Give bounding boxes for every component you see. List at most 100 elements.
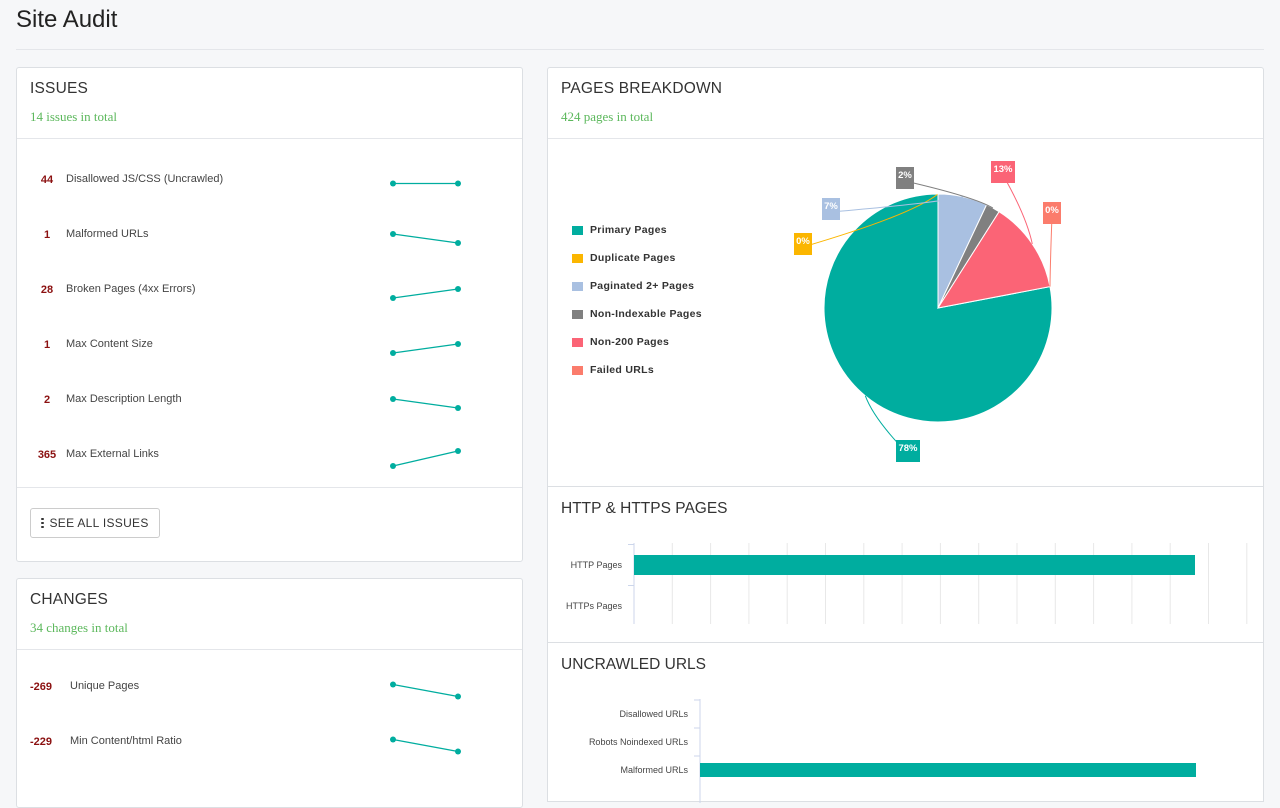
legend-item[interactable]: Duplicate Pages	[572, 244, 702, 272]
sparkline-point	[455, 240, 461, 246]
issue-row[interactable]: 365 Max External Links	[17, 435, 522, 475]
issues-total: 14 issues in total	[30, 109, 118, 124]
change-row[interactable]: -269 Unique Pages	[17, 667, 522, 707]
kebab-icon	[41, 517, 44, 529]
sparkline-point	[455, 748, 461, 755]
sparkline-line	[392, 683, 459, 698]
change-count: -269	[30, 681, 53, 693]
issue-label: Malformed URLs	[66, 228, 149, 240]
pie-leader-line	[1049, 215, 1053, 287]
legend-item[interactable]: Failed URLs	[572, 356, 702, 384]
change-sparkline	[390, 681, 461, 700]
issue-sparkline	[390, 448, 461, 469]
change-sparkline	[390, 736, 461, 755]
pie-value-label: 0%	[1045, 205, 1059, 216]
pie-leader-line	[802, 193, 939, 248]
breakdown-header: PAGES BREAKDOWN 424 pages in total	[548, 68, 1263, 139]
http-title: HTTP & HTTPS PAGES	[561, 500, 728, 517]
sparkline-point	[455, 286, 461, 292]
see-all-issues-button[interactable]: SEE ALL ISSUES	[30, 508, 160, 538]
sparkline-point	[390, 463, 396, 469]
issue-row[interactable]: 28 Broken Pages (4xx Errors)	[17, 270, 522, 310]
issues-panel: ISSUES 14 issues in total 44 Disallowed J…	[16, 67, 523, 562]
change-label: Min Content/html Ratio	[70, 735, 182, 747]
issue-row[interactable]: 44 Disallowed JS/CSS (Uncrawled)	[17, 160, 522, 200]
issue-sparkline	[390, 231, 461, 246]
legend-swatch	[572, 225, 583, 235]
issue-sparkline	[390, 180, 461, 187]
issues-footer-divider	[17, 487, 522, 488]
legend-item[interactable]: Primary Pages	[572, 216, 702, 244]
issue-sparkline	[390, 286, 461, 301]
issue-label: Disallowed JS/CSS (Uncrawled)	[66, 173, 224, 185]
legend-item[interactable]: Paginated 2+ Pages	[572, 272, 702, 300]
http-pages-panel: HTTP & HTTPS PAGES HTTP Pages HTTPs Pages	[547, 486, 1264, 643]
pie-label-bg	[896, 167, 914, 189]
issues-title: ISSUES	[30, 80, 89, 97]
legend-swatch	[572, 365, 583, 375]
issue-count: 1	[43, 229, 51, 241]
issue-label: Broken Pages (4xx Errors)	[66, 283, 196, 295]
bar-category-label: HTTP Pages	[571, 560, 623, 570]
sparkline-line	[392, 288, 459, 299]
legend-swatch	[572, 337, 583, 347]
legend-item[interactable]: Non-Indexable Pages	[572, 300, 702, 328]
issue-count: 2	[43, 394, 51, 406]
http-bar-chart: HTTP Pages HTTPs Pages	[566, 543, 1248, 624]
changes-total: 34 changes in total	[30, 620, 128, 635]
pie-legend: Primary Pages Duplicate Pages Paginated 2+…	[572, 216, 702, 384]
issue-count: 28	[40, 284, 54, 296]
sparkline-point	[390, 295, 396, 301]
legend-label: Duplicate Pages	[590, 252, 676, 264]
legend-swatch	[572, 309, 583, 319]
sparkline-point	[455, 405, 461, 411]
breakdown-title: PAGES BREAKDOWN	[561, 80, 723, 97]
pie-value-label: 78%	[898, 443, 918, 454]
changes-header: CHANGES 34 changes in total	[17, 579, 522, 650]
legend-label: Primary Pages	[590, 224, 667, 236]
pie-value-label: 7%	[824, 201, 838, 212]
issue-count: 1	[43, 339, 51, 351]
pie-label-bg	[896, 440, 920, 462]
sparkline-line	[392, 343, 459, 354]
bar-category-label: HTTPs Pages	[566, 601, 623, 611]
sparkline-line	[392, 738, 459, 753]
pie-value-label: 2%	[898, 170, 912, 181]
issue-label: Max Description Length	[66, 393, 182, 405]
legend-item[interactable]: Non-200 Pages	[572, 328, 702, 356]
change-row[interactable]: -229 Min Content/html Ratio	[17, 722, 522, 762]
issue-sparkline	[390, 341, 461, 356]
breakdown-total: 424 pages in total	[561, 109, 654, 124]
issue-row[interactable]: 1 Max Content Size	[17, 325, 522, 365]
sparkline-point	[390, 681, 396, 688]
bar[interactable]	[700, 763, 1196, 777]
sparkline-point	[455, 180, 461, 187]
pages-breakdown-panel: PAGES BREAKDOWN 424 pages in total Prima…	[547, 67, 1264, 487]
see-all-issues-label: SEE ALL ISSUES	[49, 516, 149, 530]
issue-sparkline	[390, 396, 461, 411]
title-divider	[16, 49, 1264, 50]
issue-count: 365	[37, 449, 57, 461]
pages-pie-chart: 78% 0% 7% 2% 13% 0%	[794, 161, 1061, 462]
sparkline-point	[390, 180, 396, 187]
issues-header: ISSUES 14 issues in total	[17, 68, 522, 139]
issue-row[interactable]: 2 Max Description Length	[17, 380, 522, 420]
issue-row[interactable]: 1 Malformed URLs	[17, 215, 522, 255]
pie-value-label: 13%	[993, 164, 1013, 175]
bar[interactable]	[634, 555, 1195, 575]
bar-category-label: Disallowed URLs	[619, 709, 688, 719]
page-title: Site Audit	[16, 6, 118, 33]
pie-value-label: 0%	[796, 236, 810, 247]
legend-label: Paginated 2+ Pages	[590, 280, 695, 292]
sparkline-point	[390, 736, 396, 743]
pie-label-bg	[1043, 202, 1061, 224]
pie-slice[interactable]	[936, 211, 1051, 309]
changes-title: CHANGES	[30, 591, 109, 608]
pie-leader-line	[830, 196, 963, 213]
sparkline-line	[392, 398, 459, 409]
sparkline-point	[390, 231, 396, 237]
pie-label-bg	[822, 198, 840, 220]
sparkline-point	[390, 396, 396, 402]
pie-leader-line	[904, 180, 994, 209]
legend-label: Failed URLs	[590, 364, 654, 376]
